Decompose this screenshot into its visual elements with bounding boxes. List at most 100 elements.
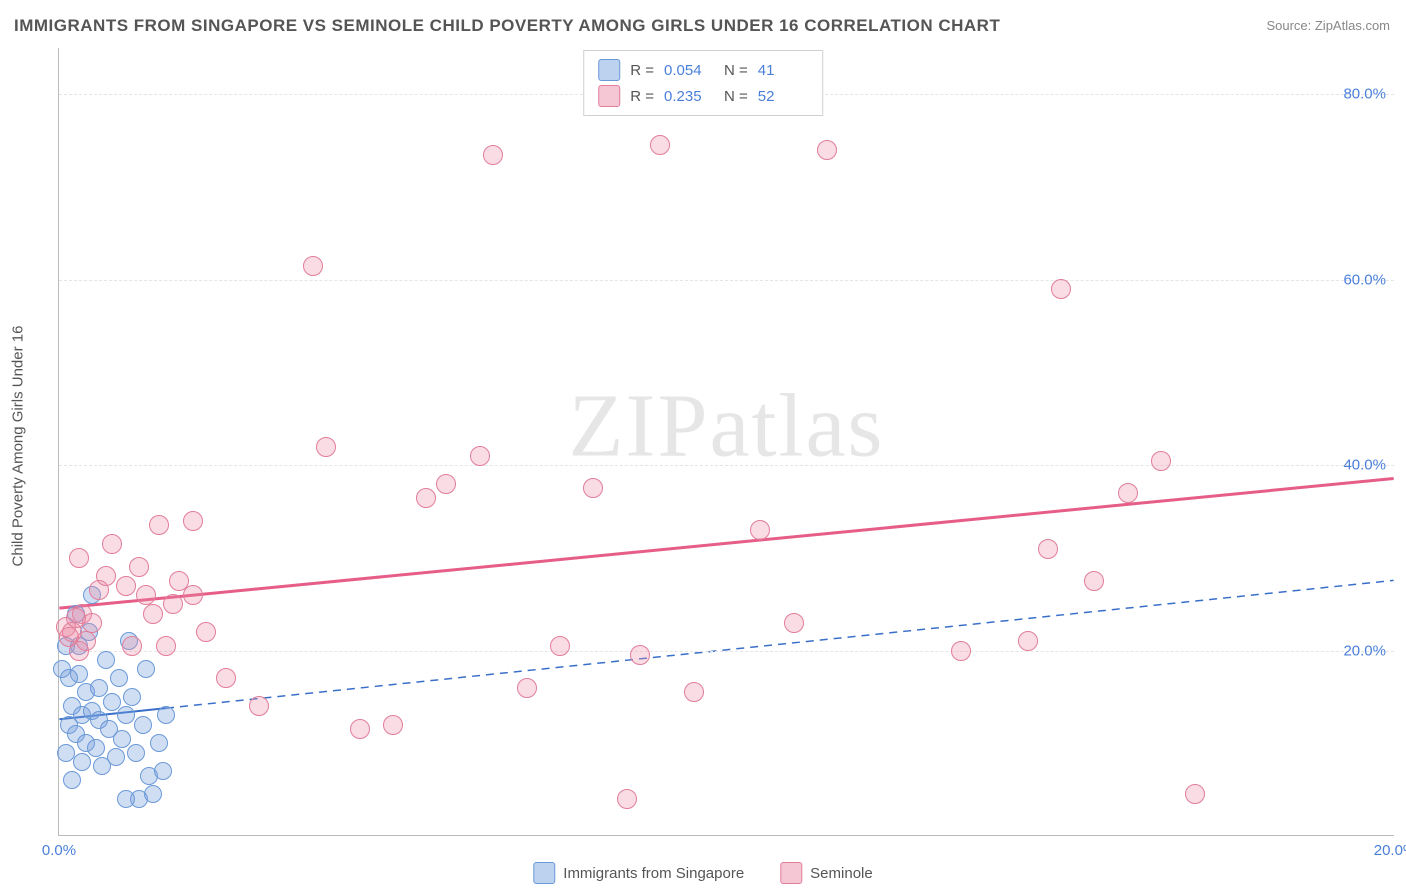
plot-area: ZIPatlas 20.0%40.0%60.0%80.0%0.0%20.0%	[58, 48, 1394, 836]
scatter-point	[436, 474, 456, 494]
scatter-point	[143, 604, 163, 624]
y-axis-label: Child Poverty Among Girls Under 16	[10, 326, 27, 567]
scatter-point	[316, 437, 336, 457]
scatter-point	[249, 696, 269, 716]
source-attribution: Source: ZipAtlas.com	[1266, 18, 1390, 33]
scatter-point	[57, 744, 75, 762]
legend-swatch	[780, 862, 802, 884]
legend-item: Immigrants from Singapore	[533, 862, 744, 884]
trend-line-solid	[59, 479, 1393, 609]
scatter-point	[87, 739, 105, 757]
scatter-point	[73, 753, 91, 771]
gridline	[59, 651, 1394, 652]
scatter-point	[630, 645, 650, 665]
legend-stat-row: R = 0.054 N = 41	[598, 57, 808, 83]
chart-title: IMMIGRANTS FROM SINGAPORE VS SEMINOLE CH…	[14, 16, 1000, 36]
watermark-text-thin: atlas	[710, 376, 885, 475]
legend-r-label: R =	[630, 62, 654, 79]
scatter-point	[107, 748, 125, 766]
scatter-point	[951, 641, 971, 661]
scatter-point	[154, 762, 172, 780]
scatter-point	[517, 678, 537, 698]
legend-r-value: 0.235	[664, 88, 714, 105]
gridline	[59, 280, 1394, 281]
scatter-point	[117, 706, 135, 724]
legend-swatch	[533, 862, 555, 884]
scatter-point	[97, 651, 115, 669]
scatter-point	[350, 719, 370, 739]
scatter-point	[63, 771, 81, 789]
scatter-point	[144, 785, 162, 803]
scatter-point	[383, 715, 403, 735]
trend-lines-svg	[59, 48, 1394, 835]
trend-line-dashed	[166, 580, 1394, 708]
legend-stat-row: R = 0.235 N = 52	[598, 83, 808, 109]
legend-n-label: N =	[724, 62, 748, 79]
scatter-point	[122, 636, 142, 656]
scatter-point	[156, 636, 176, 656]
scatter-point	[69, 548, 89, 568]
scatter-point	[1118, 483, 1138, 503]
y-tick-label: 20.0%	[1343, 642, 1386, 659]
scatter-point	[650, 135, 670, 155]
scatter-point	[1018, 631, 1038, 651]
x-tick-label: 20.0%	[1374, 842, 1406, 859]
scatter-point	[750, 520, 770, 540]
watermark-text: ZIP	[569, 376, 710, 475]
legend-n-value: 52	[758, 88, 808, 105]
scatter-point	[110, 669, 128, 687]
scatter-point	[1185, 784, 1205, 804]
scatter-point	[137, 660, 155, 678]
scatter-point	[127, 744, 145, 762]
scatter-point	[149, 515, 169, 535]
scatter-point	[216, 668, 236, 688]
legend-label: Seminole	[810, 865, 873, 882]
legend-r-value: 0.054	[664, 62, 714, 79]
scatter-point	[102, 534, 122, 554]
legend-swatch	[598, 85, 620, 107]
scatter-point	[60, 669, 78, 687]
scatter-point	[183, 585, 203, 605]
scatter-point	[136, 585, 156, 605]
scatter-point	[617, 789, 637, 809]
scatter-point	[129, 557, 149, 577]
scatter-point	[1038, 539, 1058, 559]
watermark: ZIPatlas	[569, 374, 885, 477]
gridline	[59, 465, 1394, 466]
legend-r-label: R =	[630, 88, 654, 105]
scatter-point	[1151, 451, 1171, 471]
scatter-point	[416, 488, 436, 508]
x-tick-label: 0.0%	[42, 842, 76, 859]
y-tick-label: 40.0%	[1343, 457, 1386, 474]
y-tick-label: 60.0%	[1343, 271, 1386, 288]
scatter-point	[66, 608, 86, 628]
legend-n-value: 41	[758, 62, 808, 79]
legend-series: Immigrants from Singapore Seminole	[533, 862, 872, 884]
legend-stats-box: R = 0.054 N = 41 R = 0.235 N = 52	[583, 50, 823, 116]
scatter-point	[483, 145, 503, 165]
scatter-point	[150, 734, 168, 752]
scatter-point	[784, 613, 804, 633]
scatter-point	[123, 688, 141, 706]
scatter-point	[1084, 571, 1104, 591]
legend-label: Immigrants from Singapore	[563, 865, 744, 882]
scatter-point	[817, 140, 837, 160]
scatter-point	[183, 511, 203, 531]
scatter-point	[196, 622, 216, 642]
scatter-point	[303, 256, 323, 276]
scatter-point	[116, 576, 136, 596]
scatter-point	[1051, 279, 1071, 299]
scatter-point	[134, 716, 152, 734]
legend-n-label: N =	[724, 88, 748, 105]
scatter-point	[163, 594, 183, 614]
scatter-point	[117, 790, 135, 808]
scatter-point	[684, 682, 704, 702]
scatter-point	[583, 478, 603, 498]
y-tick-label: 80.0%	[1343, 86, 1386, 103]
scatter-point	[96, 566, 116, 586]
legend-item: Seminole	[780, 862, 873, 884]
scatter-point	[470, 446, 490, 466]
scatter-point	[157, 706, 175, 724]
scatter-point	[550, 636, 570, 656]
legend-swatch	[598, 59, 620, 81]
